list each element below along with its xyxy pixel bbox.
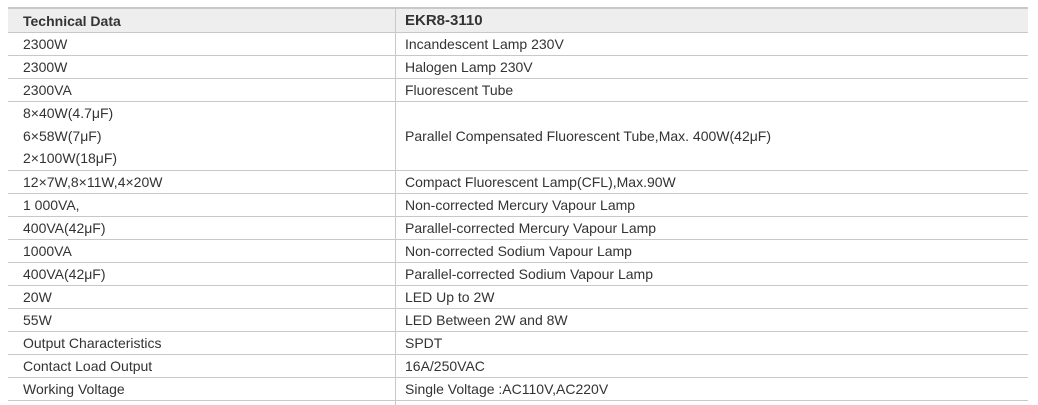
cell-description: 16A/250VAC (395, 354, 1028, 378)
table-row: 12×7W,8×11W,4×20W Compact Fluorescent Lam… (8, 170, 1028, 194)
table-row: Output Characteristics SPDT (8, 331, 1028, 355)
cell-value: 2300W (8, 55, 396, 79)
cell-description: Compact Fluorescent Lamp(CFL),Max.90W (395, 170, 1028, 194)
cell-description: Parallel Compensated Fluorescent Tube,Ma… (395, 101, 1028, 171)
cell-value-line: 2×100W(18μF) (23, 150, 118, 166)
cell-value-line: 8×40W(4.7μF) (23, 105, 114, 121)
cell-value: 2300W (8, 32, 396, 56)
cell-description: LED Up to 2W (395, 285, 1028, 309)
cell-value: 1 000VA, (8, 193, 396, 217)
cell-value: 12×7W,8×11W,4×20W (8, 170, 396, 194)
cell-description: SPDT (395, 331, 1028, 355)
cell-description: Single Voltage :AC110V,AC220V (395, 377, 1028, 401)
cell-value: 400VA(42μF) (8, 262, 396, 286)
table-header-row: Technical Data EKR8-3110 (8, 8, 1028, 33)
cell-description: Non-corrected Mercury Vapour Lamp (395, 193, 1028, 217)
table-row: 1000VA Non-corrected Sodium Vapour Lamp (8, 239, 1028, 263)
table-row: 8×40W(4.7μF) 6×58W(7μF) 2×100W(18μF) Parall… (8, 101, 1028, 171)
cell-value: 20W (8, 285, 396, 309)
table-row: 1 000VA, Non-corrected Mercury Vapour Lam… (8, 193, 1028, 217)
cell-description: Fluorescent Tube (395, 78, 1028, 102)
cell-value: 55W (8, 308, 396, 332)
table-row: 20W LED Up to 2W (8, 285, 1028, 309)
table-row: 2300VA Fluorescent Tube (8, 78, 1028, 102)
column-divider (395, 395, 396, 405)
table-row: 2300W Halogen Lamp 230V (8, 55, 1028, 79)
cell-description: Non-corrected Sodium Vapour Lamp (395, 239, 1028, 263)
cell-value: 1000VA (8, 239, 396, 263)
cell-value: Output Characteristics (8, 331, 396, 355)
header-model: EKR8-3110 (395, 8, 1028, 33)
cell-value: 2300VA (8, 78, 396, 102)
cell-value: Working Voltage (8, 377, 396, 401)
table-row: 400VA(42μF) Parallel-corrected Mercury Va… (8, 216, 1028, 240)
technical-data-table: Technical Data EKR8-3110 2300W Incandesce… (8, 7, 1028, 401)
cell-value: Contact Load Output (8, 354, 396, 378)
cell-description: Parallel-corrected Mercury Vapour Lamp (395, 216, 1028, 240)
cell-value: 8×40W(4.7μF) 6×58W(7μF) 2×100W(18μF) (8, 101, 396, 171)
table-row: 55W LED Between 2W and 8W (8, 308, 1028, 332)
cell-description: Incandescent Lamp 230V (395, 32, 1028, 56)
cell-description: Parallel-corrected Sodium Vapour Lamp (395, 262, 1028, 286)
table-row: 400VA(42μF) Parallel-corrected Sodium Vap… (8, 262, 1028, 286)
cell-value: 400VA(42μF) (8, 216, 396, 240)
table-row: Contact Load Output 16A/250VAC (8, 354, 1028, 378)
cell-description: LED Between 2W and 8W (395, 308, 1028, 332)
header-technical-data: Technical Data (8, 8, 396, 33)
cell-description: Halogen Lamp 230V (395, 55, 1028, 79)
table-row: 2300W Incandescent Lamp 230V (8, 32, 1028, 56)
cell-value-line: 6×58W(7μF) (23, 127, 102, 144)
table-row: Working Voltage Single Voltage :AC110V,AC… (8, 377, 1028, 401)
